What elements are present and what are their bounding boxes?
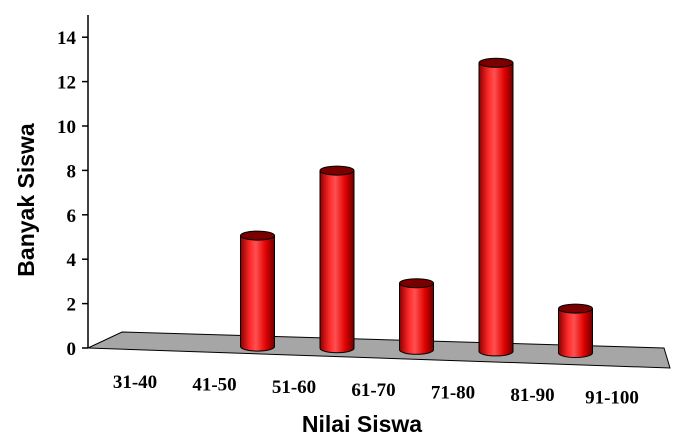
chart-floor <box>87 331 671 369</box>
bar-body <box>558 308 593 358</box>
bar-81-90 <box>558 303 593 358</box>
x-tick-label: 91-100 <box>585 388 639 409</box>
bar-body <box>319 170 355 354</box>
bars <box>240 57 593 358</box>
bar-71-80 <box>478 57 514 357</box>
y-tick-label: 2 <box>67 295 77 316</box>
bar-61-70 <box>399 278 434 355</box>
y-axis-title: Banyak Siswa <box>13 123 39 277</box>
y-tick-label: 8 <box>67 161 77 182</box>
x-tick-label: 41-50 <box>192 375 236 396</box>
y-tick-label: 4 <box>67 250 77 271</box>
bar-top-cap <box>478 57 514 68</box>
bar-top-cap <box>240 230 275 241</box>
y-tick-label: 10 <box>57 117 76 138</box>
x-axis-ticks: 31-40 41-50 51-60 61-70 71-80 81-90 91-100 <box>113 372 639 409</box>
y-tick-label: 14 <box>57 28 77 49</box>
x-tick-label: 81-90 <box>510 385 554 406</box>
bar-top-cap <box>399 278 434 289</box>
x-tick-label: 71-80 <box>431 382 475 403</box>
bar-body <box>240 235 275 352</box>
x-axis-title: Nilai Siswa <box>302 411 422 437</box>
bar-41-50 <box>240 230 275 352</box>
bar-top-cap <box>319 165 355 176</box>
y-tick-label: 6 <box>67 206 77 227</box>
x-tick-label: 51-60 <box>272 377 316 398</box>
bar-body <box>478 62 514 357</box>
x-tick-label: 61-70 <box>351 380 395 401</box>
y-tick-label: 12 <box>57 73 76 94</box>
y-tick-label: 0 <box>67 339 77 360</box>
y-axis-ticks: 0 2 4 6 8 10 12 14 <box>57 28 88 360</box>
x-tick-label: 31-40 <box>113 372 157 393</box>
bar-body <box>399 282 434 355</box>
bar-top-cap <box>558 303 593 314</box>
bar-51-60 <box>319 165 355 354</box>
